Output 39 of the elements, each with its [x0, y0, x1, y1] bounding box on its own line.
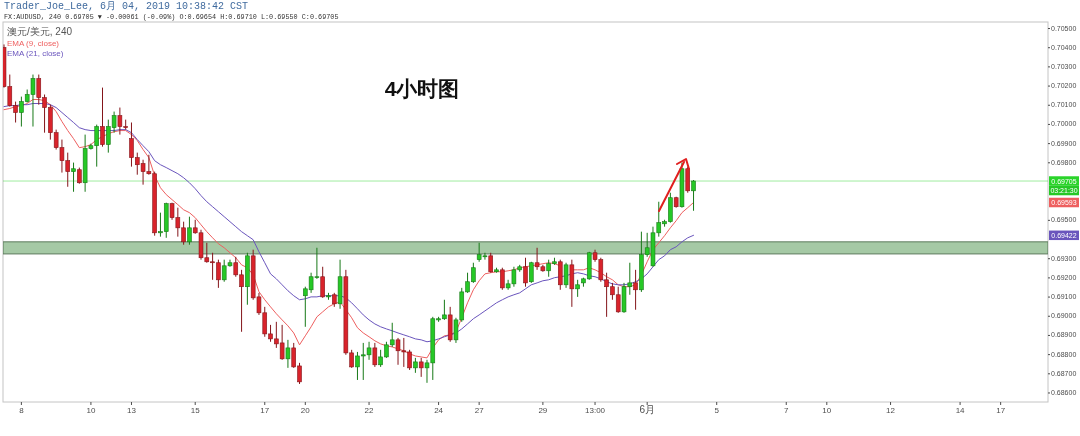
- candlestick: [100, 87, 105, 148]
- x-tick-label: 8: [19, 406, 25, 415]
- candlestick: [523, 257, 528, 288]
- candlestick: [633, 269, 638, 311]
- x-tick-label: 10: [86, 406, 96, 415]
- candlestick: [685, 166, 691, 194]
- candlestick: [418, 357, 424, 378]
- x-tick-label: 29: [538, 406, 548, 415]
- x-tick-label: 14: [955, 406, 966, 415]
- candlestick: [569, 259, 575, 308]
- x-tick-label: 10: [822, 406, 832, 415]
- x-tick-label: 17: [996, 406, 1006, 415]
- x-tick-label: 5: [714, 406, 720, 415]
- candlestick: [488, 252, 493, 274]
- x-tick-label: 20: [300, 406, 311, 415]
- x-tick-label: 6月: [639, 404, 655, 415]
- candlestick: [187, 216, 192, 246]
- x-tick-label: 13:00: [585, 406, 606, 415]
- candlestick: [563, 262, 569, 289]
- candlestick: [320, 266, 325, 299]
- legend-title: 澳元/美元, 240: [7, 26, 73, 37]
- text: Trader_Joe_Lee, 6月 04, 2019 10:38:42 CST: [4, 0, 249, 12]
- x-tick-label: 7: [784, 406, 790, 415]
- text: EMA (9, close): [7, 39, 60, 48]
- x-tick-label: 12: [886, 406, 896, 415]
- x-tick-label: 22: [364, 406, 375, 415]
- x-tick-label: 17: [260, 406, 270, 415]
- candlestick: [71, 162, 76, 193]
- candlestick: [558, 259, 563, 291]
- x-tick-label: 15: [190, 406, 201, 415]
- candlestick: [691, 179, 696, 212]
- x-tick-label: 27: [474, 406, 485, 415]
- candlestick: [285, 339, 291, 369]
- text: EMA (21, close): [7, 49, 64, 58]
- candlestick: [500, 267, 505, 291]
- x-tick-label: 13: [127, 406, 137, 415]
- text: 4小时图: [384, 77, 460, 100]
- candlestick: [372, 342, 378, 368]
- x-tick-label: 24: [434, 406, 444, 415]
